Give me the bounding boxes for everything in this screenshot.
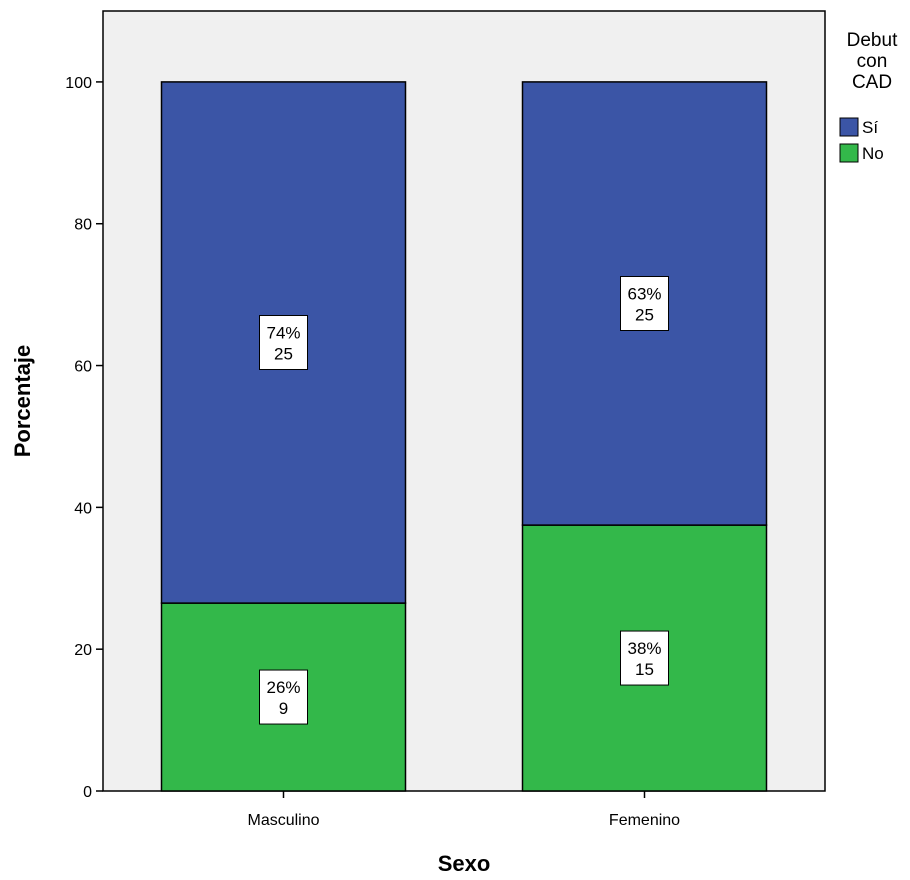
data-label-box	[620, 276, 669, 331]
data-label-count: 9	[279, 699, 288, 718]
legend-swatch	[839, 117, 859, 137]
y-tick-label: 20	[74, 642, 92, 659]
y-tick-label: 80	[74, 217, 92, 234]
y-tick-label: 40	[74, 500, 92, 517]
legend-title-line: Debut	[847, 30, 898, 51]
data-label-percent: 26%	[266, 678, 300, 697]
legend-swatch	[839, 143, 859, 163]
data-label-count: 15	[635, 660, 654, 679]
data-label-box	[620, 630, 669, 686]
x-axis: Masculino Femenino	[247, 791, 680, 829]
x-axis-title: Sexo	[438, 851, 491, 876]
data-label-count: 25	[274, 345, 293, 364]
bars-group: 26% 9 74% 25 38% 15 63% 25	[160, 81, 768, 792]
x-tick-label: Femenino	[609, 812, 680, 829]
y-tick-label: 0	[83, 784, 92, 801]
data-label-percent: 38%	[627, 639, 661, 658]
data-label-box	[259, 315, 308, 370]
legend-title-line: con	[857, 51, 888, 72]
x-tick-label: Masculino	[247, 812, 319, 829]
legend-label: Sí	[862, 118, 878, 137]
data-label-percent: 63%	[627, 285, 661, 304]
y-tick-label: 60	[74, 359, 92, 376]
data-label-box	[259, 669, 308, 725]
y-tick-label: 100	[65, 75, 92, 92]
data-label-percent: 74%	[266, 324, 300, 343]
y-axis-title: Porcentaje	[10, 345, 35, 458]
data-label-count: 25	[635, 306, 654, 325]
legend-title-line: CAD	[852, 72, 892, 93]
y-axis: 0 20 40 60 80 100	[65, 75, 103, 801]
legend-label: No	[862, 144, 884, 163]
